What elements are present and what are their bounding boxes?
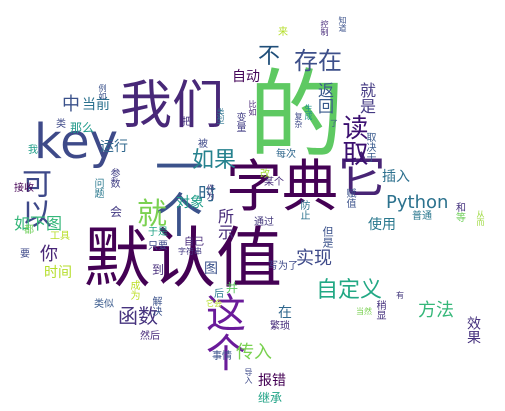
cloud-word: 时 [198,184,216,205]
cloud-word: 那么 [70,121,95,135]
cloud-word: 返回 [315,82,334,114]
cloud-word: 会 [110,205,123,219]
cloud-word: 接收 [14,183,34,194]
cloud-word: 于是 [148,227,168,238]
cloud-word: 时间 [44,265,72,281]
cloud-word: 赋值 [344,188,355,208]
cloud-word: 来 [278,27,288,38]
cloud-word: 后 [214,289,224,300]
cloud-word: 字典 [226,155,338,220]
cloud-word: 比如 [248,100,257,116]
cloud-word: 写为了 [268,261,298,272]
cloud-word: 不 [258,44,281,69]
cloud-word: 并 [226,281,239,295]
cloud-word: 方法 [418,300,454,321]
cloud-word: 通过 [254,217,274,228]
cloud-word: 知道 [338,16,347,32]
cloud-word: 自己 [184,237,204,248]
cloud-word: 你 [40,244,58,265]
cloud-word: 作为 [206,184,215,200]
cloud-word: 就是 [357,82,376,114]
cloud-word: 传入 [236,342,272,363]
cloud-word: 成为 [128,280,139,300]
cloud-word: 把 [182,117,192,128]
cloud-word: 类 [56,119,66,130]
cloud-word: 从而 [476,210,485,226]
cloud-word: 这个 [199,292,245,372]
cloud-word: 图 [204,261,218,277]
cloud-word: 对象 [176,195,204,211]
cloud-word: 我 [28,145,38,156]
cloud-word: 自定义 [316,278,383,303]
cloud-word: 参数 [108,168,119,188]
cloud-word: 存在 [294,47,342,75]
cloud-word: 了 [330,119,338,128]
cloud-word: 当前 [82,97,110,113]
cloud-word: 和 [456,203,466,214]
cloud-word: 改 [260,169,270,180]
cloud-word: 但是 [321,226,334,248]
cloud-word: 的 [232,64,344,160]
cloud-word: 在 [278,305,292,321]
cloud-word: 字符串 [178,247,202,256]
cloud-word: 有 [396,291,404,300]
cloud-word: 插入 [382,169,410,185]
cloud-word: 每次 [276,149,296,160]
cloud-word: 我们 [120,76,225,136]
cloud-word: 就 [137,197,167,232]
cloud-word: 普通 [412,211,432,222]
cloud-word: 某个 [264,177,284,188]
cloud-word: 类似 [94,299,114,310]
cloud-word: 运行 [100,139,128,155]
cloud-word: 导入 [244,368,253,384]
cloud-word: 等 [456,213,466,224]
cloud-word: 继承 [258,391,283,405]
cloud-word: 工具 [50,231,70,242]
cloud-word: 都 [24,225,34,236]
cloud-word: 问题 [92,178,103,198]
cloud-word: 可以 [16,168,51,228]
cloud-word: 它 [338,148,387,204]
cloud-word: 类型 [216,108,225,124]
cloud-word: 繁琐 [270,321,290,332]
cloud-word: 中 [62,94,80,115]
cloud-word: key [34,114,119,170]
cloud-word: 然后 [140,331,160,342]
cloud-word: 默认值 [84,220,282,297]
cloud-word: 要 [20,249,30,260]
cloud-word: 它会 [206,299,222,308]
cloud-word: 被 [198,139,208,150]
cloud-word: 只要 [148,241,168,252]
cloud-word: 如下图 [14,214,63,233]
cloud-word: 效果 [465,316,481,344]
cloud-word: 读取 [338,114,368,166]
cloud-word: 实现 [296,248,332,269]
cloud-word: 生成 [304,104,313,120]
cloud-word: 事情 [212,351,232,362]
cloud-word: 解决 [150,296,161,316]
cloud-word: 到 [152,263,165,277]
cloud-word: Python [386,192,449,213]
cloud-word: 如果 [192,148,237,173]
cloud-word: 取决于 [364,132,375,162]
cloud-word: 报错 [258,373,286,389]
cloud-word: 例如 [98,84,107,100]
cloud-word: 所示 [215,208,234,240]
cloud-word: 当然 [356,307,372,316]
cloud-word: 变量 [234,112,245,132]
cloud-word: 复杂 [294,112,303,128]
cloud-word: 使用 [368,217,396,233]
cloud-word: 防止 [298,200,309,220]
cloud-word: 一个 [146,142,202,238]
cloud-word: 控制 [320,20,329,36]
cloud-word: 函数 [118,304,158,328]
cloud-word: 自动 [232,69,260,85]
cloud-word: 稍显 [374,300,385,320]
